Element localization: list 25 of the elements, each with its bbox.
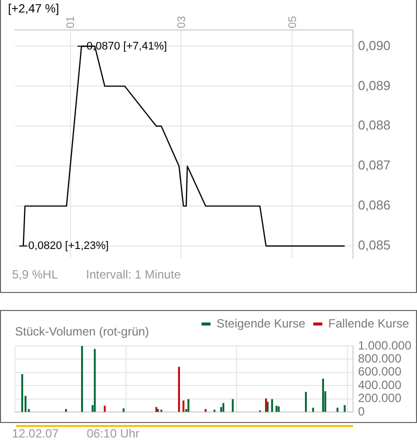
y-tick-label: 0,085 bbox=[358, 238, 391, 253]
y-tick-label: 0,090 bbox=[358, 38, 391, 53]
y-tick-label: 0 bbox=[358, 404, 365, 418]
y-tick-label: 0,089 bbox=[358, 78, 391, 93]
y-tick-label: 0,088 bbox=[358, 118, 391, 133]
chart-title: Stück-Volumen (rot-grün) bbox=[15, 324, 150, 338]
x-tick-label: 01 bbox=[65, 16, 78, 28]
y-tick-label: 1.000.000 bbox=[358, 338, 412, 352]
legend-label: Fallende Kurse bbox=[328, 316, 410, 330]
x-tick-label: 03 bbox=[176, 16, 188, 28]
annotation: 0,0820 [+1,23%] bbox=[28, 240, 109, 252]
y-tick-label: 0,087 bbox=[358, 158, 391, 173]
text: 5,9 %HL bbox=[12, 267, 58, 282]
y-tick-label: 200.000 bbox=[358, 391, 402, 406]
legend-label: Steigende Kurse bbox=[216, 316, 306, 330]
text: [+2,47 %] bbox=[8, 1, 60, 16]
text: 06:10 Uhr bbox=[86, 426, 140, 440]
x-tick-label: 05 bbox=[286, 16, 299, 28]
y-tick-label: 600.000 bbox=[358, 364, 402, 379]
y-tick-label: 400.000 bbox=[358, 378, 402, 392]
text: Intervall: 1 Minute bbox=[86, 267, 182, 282]
text: 12.02.07 bbox=[12, 426, 60, 440]
y-tick-label: 0,086 bbox=[358, 198, 391, 213]
y-tick-label: 800.000 bbox=[358, 352, 402, 366]
annotation: 0,0870 [+7,41%] bbox=[86, 40, 167, 52]
